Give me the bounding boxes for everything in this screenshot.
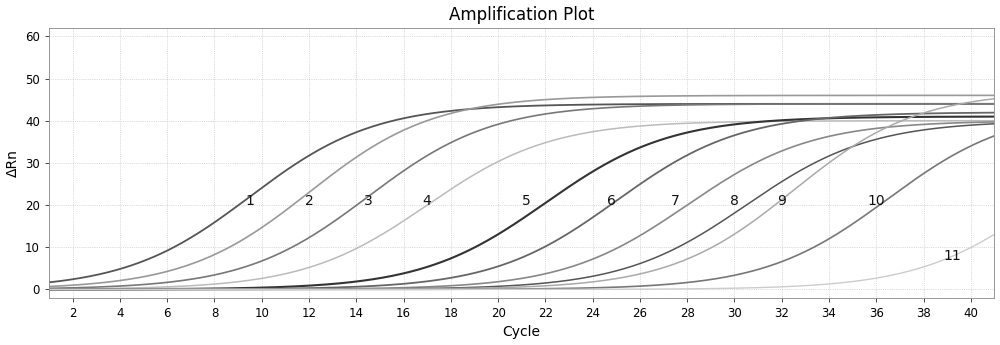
Text: 11: 11 <box>943 249 961 263</box>
Text: 9: 9 <box>777 194 786 208</box>
Text: 4: 4 <box>423 194 432 208</box>
Title: Amplification Plot: Amplification Plot <box>449 6 594 23</box>
Text: 8: 8 <box>730 194 739 208</box>
Text: 3: 3 <box>364 194 372 208</box>
Text: 7: 7 <box>671 194 680 208</box>
Y-axis label: ΔRn: ΔRn <box>6 149 20 177</box>
X-axis label: Cycle: Cycle <box>503 325 541 339</box>
Text: 1: 1 <box>245 194 254 208</box>
Text: 6: 6 <box>607 194 616 208</box>
Text: 2: 2 <box>305 194 313 208</box>
Text: 10: 10 <box>867 194 885 208</box>
Text: 5: 5 <box>522 194 531 208</box>
